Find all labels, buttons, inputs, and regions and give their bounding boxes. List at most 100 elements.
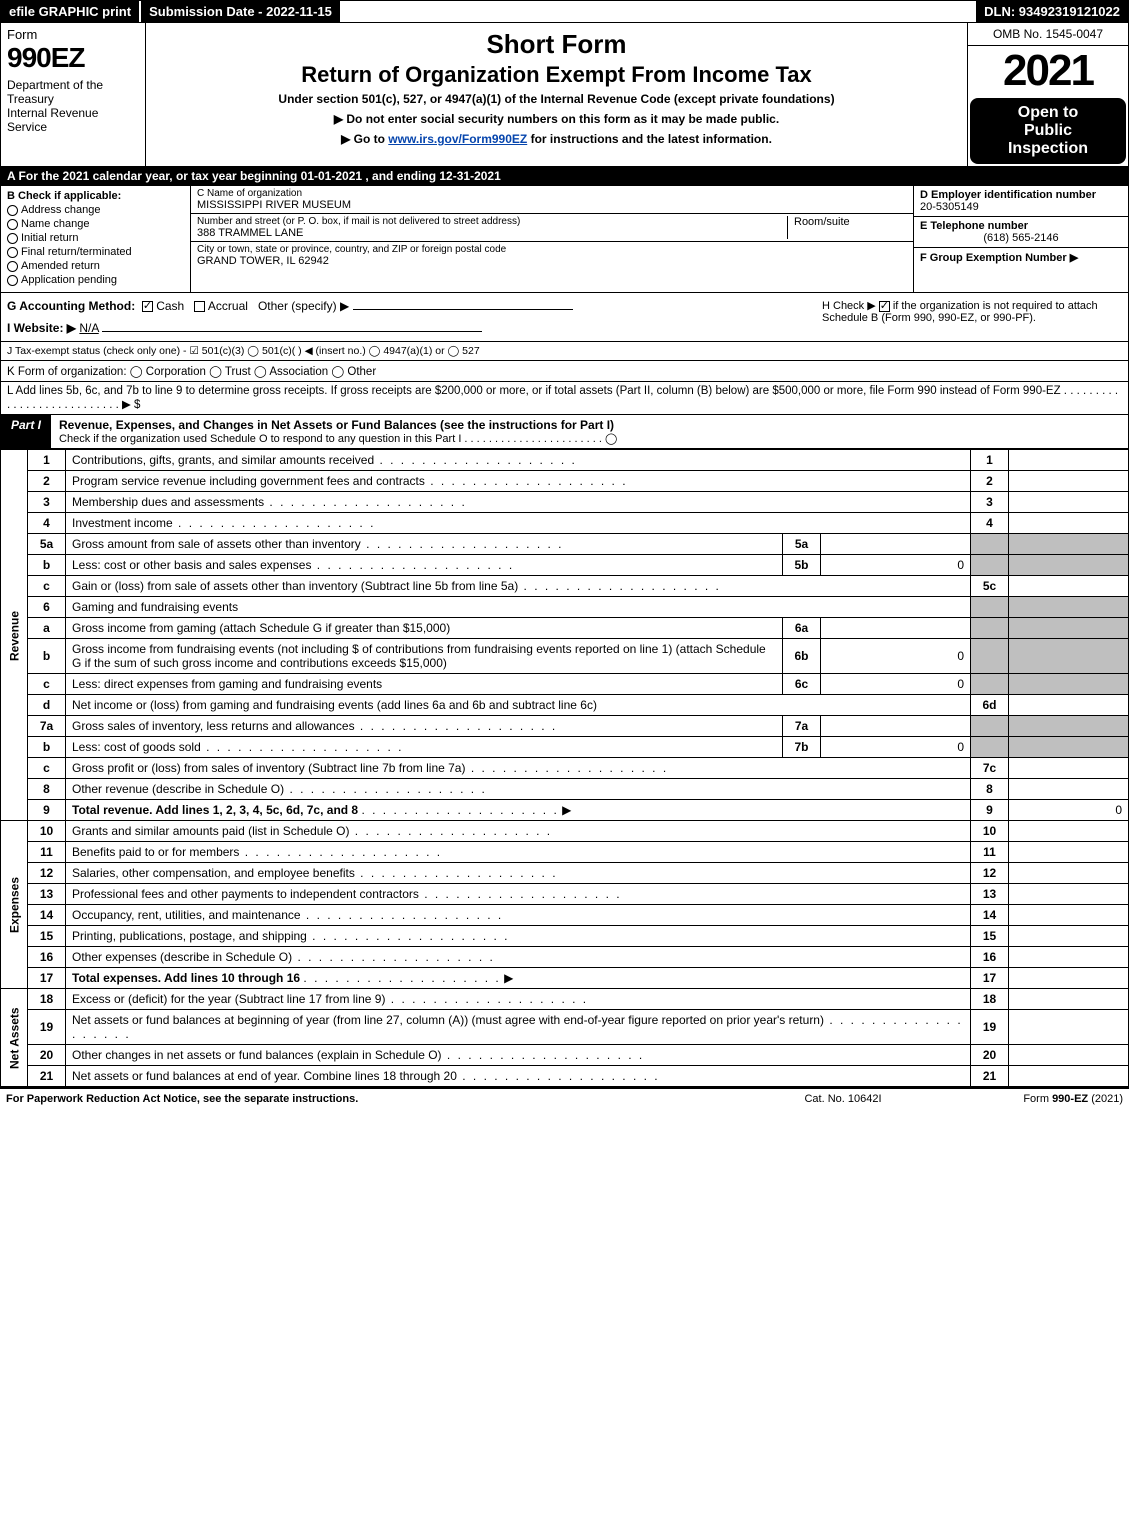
chk-application-pending[interactable]: Application pending (7, 274, 184, 286)
irs-link[interactable]: www.irs.gov/Form990EZ (388, 132, 527, 146)
footer-right-bold: 990-EZ (1052, 1093, 1088, 1105)
line-desc: Gross sales of inventory, less returns a… (66, 716, 783, 737)
line-rt-val (1009, 884, 1129, 905)
line-desc: Membership dues and assessments (66, 492, 971, 513)
table-row: Revenue 1 Contributions, gifts, grants, … (1, 450, 1129, 471)
line-rt-val (1009, 758, 1129, 779)
mini-num: 5a (783, 534, 821, 555)
chk-final-return[interactable]: Final return/terminated (7, 246, 184, 258)
line-rt-val (1009, 821, 1129, 842)
footer-right-post: (2021) (1088, 1093, 1123, 1105)
line-desc: Investment income (66, 513, 971, 534)
line-rt-num (971, 639, 1009, 674)
line-rt-val (1009, 737, 1129, 758)
line-desc: Gaming and fundraising events (66, 597, 971, 618)
other-label: Other (specify) ▶ (258, 299, 349, 313)
arrow-icon: ▶ (562, 803, 571, 817)
line-rt-val (1009, 674, 1129, 695)
cash-label: Cash (156, 299, 184, 313)
mini-val (821, 618, 971, 639)
room-suite-label: Room/suite (787, 216, 907, 239)
line-num: 2 (28, 471, 66, 492)
table-row: 14 Occupancy, rent, utilities, and maint… (1, 905, 1129, 926)
chk-h[interactable] (879, 301, 890, 312)
line-rt-val (1009, 492, 1129, 513)
col-def: D Employer identification number 20-5305… (913, 186, 1128, 292)
footer-form-ref: Form 990-EZ (2021) (943, 1093, 1123, 1105)
col-c-orginfo: C Name of organization MISSISSIPPI RIVER… (191, 186, 913, 292)
h-pre: H Check ▶ (822, 300, 879, 312)
chk-name-change[interactable]: Name change (7, 218, 184, 230)
line-desc: Total revenue. Add lines 1, 2, 3, 4, 5c,… (66, 800, 971, 821)
table-row: 12 Salaries, other compensation, and emp… (1, 863, 1129, 884)
street-label: Number and street (or P. O. box, if mail… (197, 216, 787, 227)
line-rt-num: 5c (971, 576, 1009, 597)
website-line (102, 331, 482, 332)
org-name-label: C Name of organization (197, 188, 907, 199)
header-right: OMB No. 1545-0047 2021 Open to Public In… (968, 23, 1128, 166)
line-rt-num: 12 (971, 863, 1009, 884)
chk-cash[interactable] (142, 301, 153, 312)
line-num: 12 (28, 863, 66, 884)
line-desc: Occupancy, rent, utilities, and maintena… (66, 905, 971, 926)
arrow-icon: ▶ (504, 971, 513, 985)
under-section-text: Under section 501(c), 527, or 4947(a)(1)… (154, 92, 959, 106)
checkbox-icon (7, 219, 18, 230)
chk-address-change[interactable]: Address change (7, 204, 184, 216)
line-rt-num: 10 (971, 821, 1009, 842)
mini-val (821, 716, 971, 737)
chk-amended-return[interactable]: Amended return (7, 260, 184, 272)
submission-date: Submission Date - 2022-11-15 (139, 1, 340, 22)
org-street-cell: Number and street (or P. O. box, if mail… (191, 214, 913, 242)
table-row: 15 Printing, publications, postage, and … (1, 926, 1129, 947)
table-row: 8 Other revenue (describe in Schedule O)… (1, 779, 1129, 800)
line-num: 14 (28, 905, 66, 926)
row-j-tax-exempt: J Tax-exempt status (check only one) - ☑… (0, 342, 1129, 361)
line-rt-num (971, 534, 1009, 555)
line-rt-val (1009, 716, 1129, 737)
chk-initial-return-label: Initial return (21, 232, 78, 244)
checkbox-icon (7, 261, 18, 272)
line-desc: Contributions, gifts, grants, and simila… (66, 450, 971, 471)
org-name-value: MISSISSIPPI RIVER MUSEUM (197, 199, 907, 211)
line-num: 1 (28, 450, 66, 471)
line-rt-num: 8 (971, 779, 1009, 800)
g-label: G Accounting Method: (7, 299, 135, 313)
line-desc: Excess or (deficit) for the year (Subtra… (66, 989, 971, 1010)
chk-accrual[interactable] (194, 301, 205, 312)
line-num: 4 (28, 513, 66, 534)
table-row: c Gain or (loss) from sale of assets oth… (1, 576, 1129, 597)
mini-val: 0 (821, 737, 971, 758)
checkbox-icon (7, 275, 18, 286)
chk-initial-return[interactable]: Initial return (7, 232, 184, 244)
row-k-form-of-org: K Form of organization: ◯ Corporation ◯ … (0, 361, 1129, 382)
telephone-label: E Telephone number (920, 220, 1122, 232)
mini-num: 7a (783, 716, 821, 737)
org-city-cell: City or town, state or province, country… (191, 242, 913, 269)
line-rt-num: 13 (971, 884, 1009, 905)
website-value: N/A (79, 321, 98, 335)
header-center: Short Form Return of Organization Exempt… (146, 23, 968, 166)
line-rt-num (971, 597, 1009, 618)
line-num: 7a (28, 716, 66, 737)
checkbox-icon (7, 233, 18, 244)
line-rt-val (1009, 1045, 1129, 1066)
form-header: Form 990EZ Department of the Treasury In… (0, 23, 1129, 167)
line-num: b (28, 555, 66, 576)
line-desc: Benefits paid to or for members (66, 842, 971, 863)
efile-print-label[interactable]: efile GRAPHIC print (1, 1, 139, 22)
note2-pre: ▶ Go to (341, 132, 388, 146)
table-row: 13 Professional fees and other payments … (1, 884, 1129, 905)
line-desc: Less: cost or other basis and sales expe… (66, 555, 783, 576)
table-row: d Net income or (loss) from gaming and f… (1, 695, 1129, 716)
other-specify-input[interactable] (353, 309, 573, 310)
table-row: 6 Gaming and fundraising events (1, 597, 1129, 618)
line-rt-num: 19 (971, 1010, 1009, 1045)
line-rt-val (1009, 779, 1129, 800)
ein-label: D Employer identification number (920, 189, 1122, 201)
top-bar: efile GRAPHIC print Submission Date - 20… (0, 0, 1129, 23)
line-desc: Net assets or fund balances at end of ye… (66, 1066, 971, 1087)
line-rt-val (1009, 989, 1129, 1010)
row-gh: G Accounting Method: Cash Accrual Other … (0, 293, 1129, 342)
l17-desc: Total expenses. Add lines 10 through 16 (72, 971, 300, 985)
